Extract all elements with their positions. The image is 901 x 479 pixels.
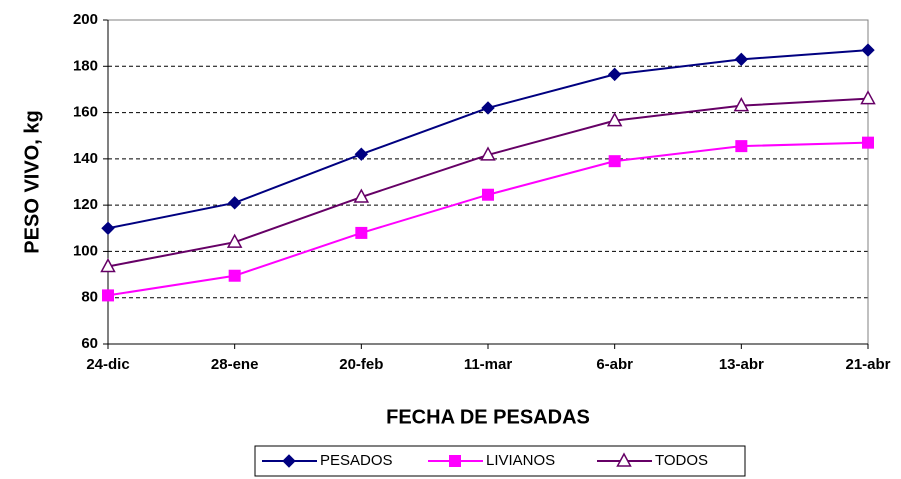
- y-tick-label: 80: [81, 289, 98, 306]
- plot-border: [107, 19, 869, 345]
- x-tick-label: 13-abr: [719, 356, 764, 373]
- series-line: [107, 49, 869, 230]
- marker: [480, 146, 496, 161]
- legend-label: PESADOS: [320, 452, 393, 469]
- marker: [449, 455, 461, 467]
- marker: [354, 147, 369, 161]
- marker: [102, 289, 114, 302]
- marker: [734, 52, 749, 67]
- x-tick-label: 24-dic: [86, 356, 129, 373]
- marker: [228, 269, 241, 282]
- x-axis-title: FECHA DE PESADAS: [386, 406, 590, 428]
- marker: [355, 226, 368, 239]
- marker: [608, 155, 621, 168]
- y-tick-label: 140: [73, 150, 98, 167]
- y-tick-label: 180: [73, 57, 98, 74]
- marker: [607, 67, 622, 82]
- marker: [606, 112, 623, 127]
- x-tick-label: 28-ene: [211, 356, 259, 373]
- y-tick-label: 100: [73, 242, 98, 259]
- marker: [616, 452, 632, 467]
- x-tick-label: 20-feb: [339, 356, 383, 373]
- y-tick-label: 120: [73, 196, 98, 213]
- marker: [100, 257, 116, 273]
- marker: [282, 454, 296, 468]
- y-tick-label: 160: [73, 104, 98, 121]
- x-tick-label: 6-abr: [596, 356, 633, 373]
- marker: [226, 233, 243, 248]
- marker: [482, 188, 494, 201]
- marker: [860, 90, 876, 105]
- marker: [733, 97, 750, 112]
- legend: [254, 445, 746, 477]
- marker: [353, 188, 370, 203]
- x-tick-label: 21-abr: [845, 356, 890, 373]
- series-line: [107, 97, 869, 268]
- legend-label: TODOS: [655, 452, 708, 469]
- marker: [861, 43, 875, 57]
- y-axis-title: PESO VIVO, kg: [21, 110, 43, 253]
- series-line: [107, 141, 869, 297]
- marker: [227, 196, 242, 210]
- y-tick-label: 60: [81, 335, 98, 352]
- marker: [735, 140, 748, 153]
- y-tick-label: 200: [73, 11, 98, 28]
- marker: [481, 101, 495, 115]
- legend-label: LIVIANOS: [486, 452, 555, 469]
- x-tick-label: 11-mar: [464, 356, 513, 373]
- marker: [101, 221, 115, 235]
- marker: [862, 136, 874, 149]
